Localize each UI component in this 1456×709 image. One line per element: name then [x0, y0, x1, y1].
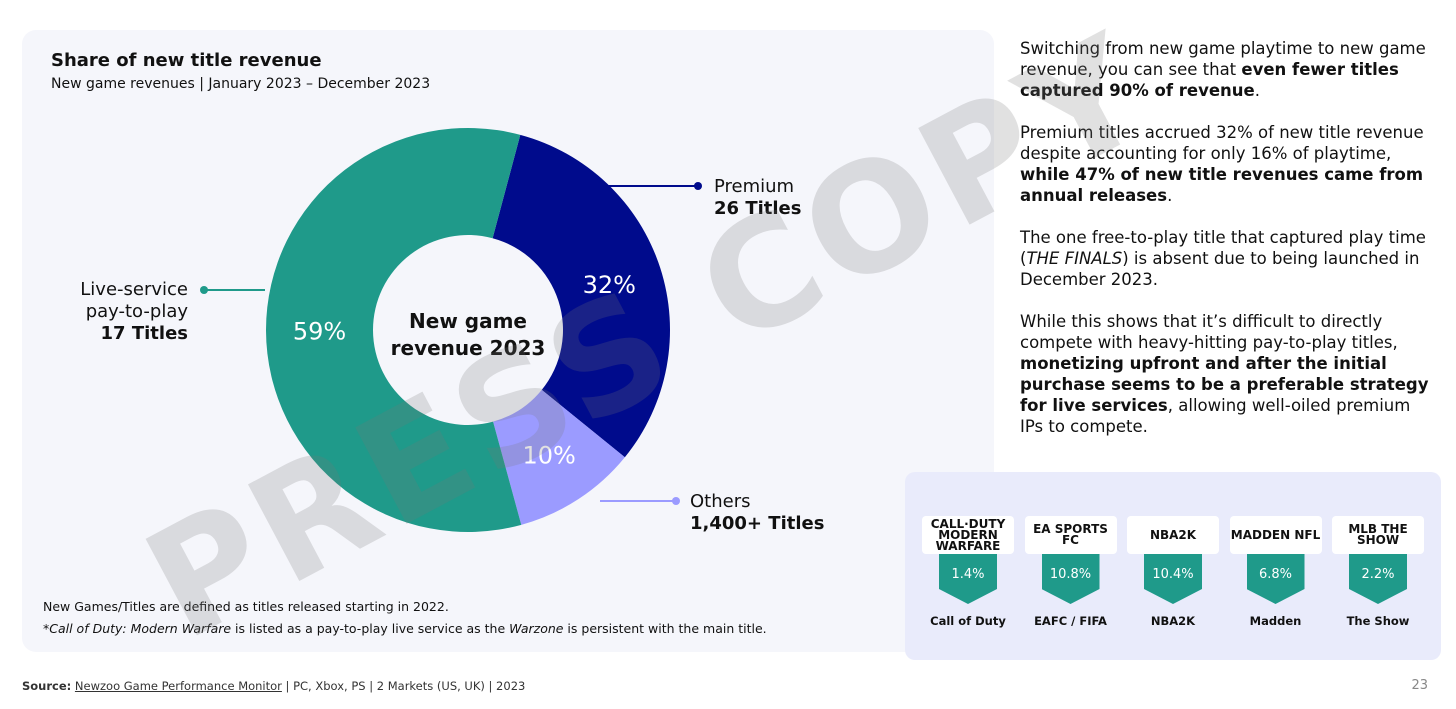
slice-0 — [492, 134, 671, 458]
slice-2 — [265, 128, 522, 533]
center-label-1: New game — [409, 309, 527, 333]
game-2: NBA2K 10.4% NBA2K — [1127, 516, 1219, 628]
game-logo: MADDEN NFL — [1229, 516, 1322, 554]
legend-premium: Premium 26 Titles — [714, 176, 802, 219]
game-logo: NBA2K — [1127, 516, 1219, 554]
chart-subtitle: New game revenues | January 2023 – Decem… — [51, 76, 431, 92]
game-name: Call of Duty — [930, 614, 1006, 628]
page-number: 23 — [1411, 678, 1428, 693]
chart-title: Share of new title revenue — [51, 50, 322, 71]
game-name: Madden — [1249, 614, 1302, 628]
game-name: The Show — [1346, 614, 1410, 628]
source-link[interactable]: Newzoo Game Performance Monitor — [74, 679, 282, 693]
share-badge: 2.2% — [1349, 554, 1407, 604]
source-line: Source: Newzoo Game Performance Monitor … — [22, 679, 526, 693]
footnotes: New Games/Titles are defined as titles r… — [43, 596, 767, 640]
game-0: CALL·DUTY MODERN WARFARE 1.4% Call of Du… — [922, 516, 1014, 628]
share-badge: 10.4% — [1144, 554, 1202, 604]
legend-live-service: Live-service pay-to-play 17 Titles — [80, 279, 188, 344]
slice-label-2: 59% — [293, 317, 346, 345]
game-name: EAFC / FIFA — [1034, 614, 1107, 628]
note-1: New Games/Titles are defined as titles r… — [43, 599, 449, 614]
legend-others: Others 1,400+ Titles — [690, 491, 825, 534]
leader-dot-premium — [694, 182, 702, 190]
slice-label-0: 32% — [583, 271, 636, 299]
game-logo: MLB THE SHOW — [1332, 516, 1424, 554]
leader-dot-others — [672, 497, 680, 505]
share-badge: 10.8% — [1041, 554, 1100, 604]
center-label-2: revenue 2023 — [391, 336, 546, 360]
slice-label-1: 10% — [522, 441, 575, 469]
game-1: EA SPORTS FC 10.8% EAFC / FIFA — [1024, 516, 1117, 628]
note-2: *Call of Duty: Modern Warfare is listed … — [43, 621, 767, 636]
game-4: MLB THE SHOW 2.2% The Show — [1332, 516, 1424, 628]
share-badge: 6.8% — [1246, 554, 1305, 604]
donut-chart: 32% 10% 59% New game revenue 2023 — [200, 128, 702, 533]
commentary: Switching from new game playtime to new … — [1020, 39, 1429, 436]
slice-1 — [493, 389, 625, 525]
game-logo: EA SPORTS FC — [1024, 516, 1117, 554]
leader-dot-live — [200, 286, 208, 294]
game-logo: CALL·DUTY MODERN WARFARE — [922, 516, 1014, 554]
share-badge: 1.4% — [939, 554, 997, 604]
game-name: NBA2K — [1150, 614, 1196, 628]
game-3: MADDEN NFL 6.8% Madden — [1229, 516, 1322, 628]
